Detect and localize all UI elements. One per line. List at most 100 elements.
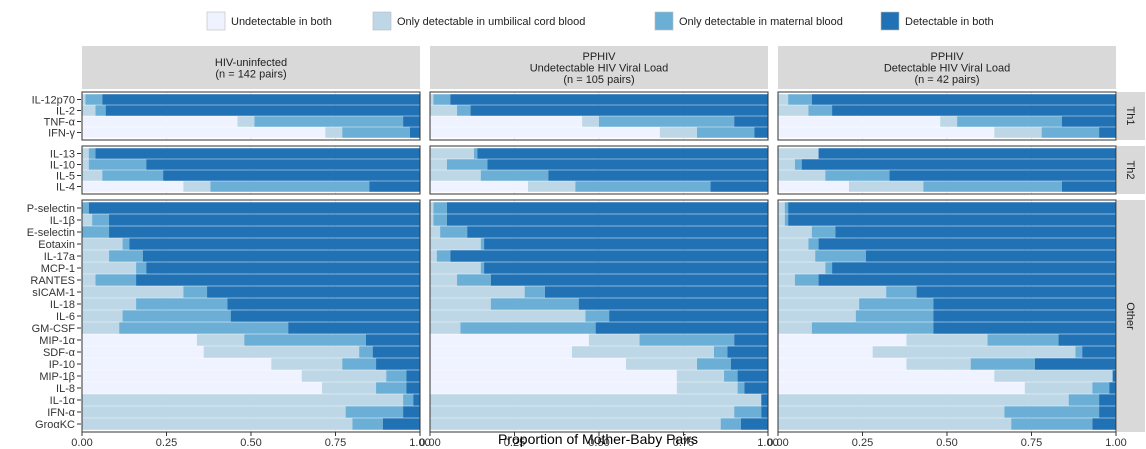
bar-segment-only-detectable-in-umbilical-cord-blood xyxy=(321,382,377,394)
row-label: RANTES xyxy=(30,275,75,287)
bar-segment-only-detectable-in-maternal-blood xyxy=(1068,394,1100,406)
panel-strip xyxy=(778,46,1116,89)
bar-segment-detectable-in-both xyxy=(1099,406,1116,418)
bar-segment-only-detectable-in-umbilical-cord-blood xyxy=(906,334,988,346)
bar-segment-detectable-in-both xyxy=(889,170,1116,181)
bar-segment-only-detectable-in-maternal-blood xyxy=(109,250,143,262)
bar-segment-only-detectable-in-umbilical-cord-blood xyxy=(676,370,725,382)
bar-segment-only-detectable-in-umbilical-cord-blood xyxy=(778,406,1005,418)
bar-segment-detectable-in-both xyxy=(1034,358,1116,370)
bar-segment-detectable-in-both xyxy=(230,310,420,322)
x-tick-label: 0.00 xyxy=(767,437,788,449)
row-label: IL-6 xyxy=(56,311,75,323)
legend: Undetectable in both Only detectable in u… xyxy=(206,11,994,31)
row-label: GM-CSF xyxy=(32,323,76,335)
bar-segment-only-detectable-in-maternal-blood xyxy=(970,358,1035,370)
panel-title-line: (n = 105 pairs) xyxy=(563,74,634,86)
bar-segment-only-detectable-in-maternal-blood xyxy=(957,116,1062,127)
bar-segment-only-detectable-in-maternal-blood xyxy=(92,214,110,226)
x-tick-label: 0.50 xyxy=(240,437,261,449)
panel-title-line: (n = 42 pairs) xyxy=(914,74,979,86)
bar-segment-only-detectable-in-umbilical-cord-blood xyxy=(82,286,184,298)
panel-title-line: (n = 142 pairs) xyxy=(215,68,286,80)
bar-segment-only-detectable-in-umbilical-cord-blood xyxy=(778,310,856,322)
bar-segment-only-detectable-in-umbilical-cord-blood xyxy=(430,310,586,322)
bar-segment-only-detectable-in-maternal-blood xyxy=(923,181,1062,192)
row-label: IL-17a xyxy=(44,251,76,263)
panel-title-line: Detectable HIV Viral Load xyxy=(884,63,1010,75)
bar-segment-only-detectable-in-umbilical-cord-blood xyxy=(82,250,110,262)
bar-segment-only-detectable-in-maternal-blood xyxy=(480,262,485,274)
bar-segment-only-detectable-in-umbilical-cord-blood xyxy=(872,346,1076,358)
bar-segment-undetectable-in-both xyxy=(430,382,677,394)
bar-segment-detectable-in-both xyxy=(484,262,768,274)
x-axes: 0.00 0.25 0.50 0.75 1.000.00 0.25 0.50 0.75 1.00… xyxy=(71,432,1127,449)
bar-segment-detectable-in-both xyxy=(740,418,768,430)
row-label: IL-2 xyxy=(56,106,75,118)
panel-strip xyxy=(82,46,420,89)
bar-segment-only-detectable-in-umbilical-cord-blood xyxy=(430,214,434,226)
bar-segment-undetectable-in-both xyxy=(778,346,873,358)
bar-segment-detectable-in-both xyxy=(227,298,420,310)
bar-segment-only-detectable-in-maternal-blood xyxy=(460,322,596,334)
x-tick-label: 0.25 xyxy=(156,437,177,449)
legend-label: Only detectable in umbilical cord blood xyxy=(397,16,585,28)
bar-segment-only-detectable-in-umbilical-cord-blood xyxy=(778,159,795,170)
bar-segment-detectable-in-both xyxy=(109,214,420,226)
bar-segment-only-detectable-in-umbilical-cord-blood xyxy=(82,322,120,334)
group-label: Th1 xyxy=(1124,107,1136,126)
bar-segment-only-detectable-in-umbilical-cord-blood xyxy=(301,370,387,382)
bar-segment-detectable-in-both xyxy=(102,94,420,105)
bar-segment-detectable-in-both xyxy=(818,238,1116,250)
bar-segment-detectable-in-both xyxy=(1099,394,1116,406)
x-tick-label: 0.50 xyxy=(588,437,609,449)
bar-segment-only-detectable-in-maternal-blood xyxy=(82,202,89,214)
bar-segment-undetectable-in-both xyxy=(430,181,529,192)
row-label: IL-18 xyxy=(50,299,75,311)
bar-segment-only-detectable-in-umbilical-cord-blood xyxy=(203,346,360,358)
row-label: E-selectin xyxy=(27,227,75,239)
row-label: IP-10 xyxy=(49,359,75,371)
bar-segment-detectable-in-both xyxy=(487,159,768,170)
bar-segment-only-detectable-in-maternal-blood xyxy=(737,382,745,394)
bar-segment-detectable-in-both xyxy=(832,262,1116,274)
bar-segment-only-detectable-in-maternal-blood xyxy=(359,346,373,358)
bar-segment-only-detectable-in-umbilical-cord-blood xyxy=(271,358,343,370)
legend-swatch-detectable-in-both xyxy=(880,11,900,31)
bar-segment-detectable-in-both xyxy=(730,358,768,370)
group-strips: Th1 Th2 Other xyxy=(1117,92,1145,432)
bar-segment-only-detectable-in-umbilical-cord-blood xyxy=(82,94,86,105)
legend-swatch-only-detectable-in-umbilical-cord-blood xyxy=(372,11,392,31)
bar-segment-only-detectable-in-maternal-blood xyxy=(713,346,728,358)
bar-segment-only-detectable-in-maternal-blood xyxy=(88,159,147,170)
bar-segment-detectable-in-both xyxy=(578,298,768,310)
group-strip xyxy=(1117,92,1145,140)
bar-segment-only-detectable-in-maternal-blood xyxy=(886,286,917,298)
bar-segment-only-detectable-in-umbilical-cord-blood xyxy=(848,181,924,192)
bar-segment-detectable-in-both xyxy=(1061,116,1116,127)
row-label: SDF-α xyxy=(43,347,76,359)
row-label: Eotaxin xyxy=(38,239,75,251)
bar-segment-only-detectable-in-umbilical-cord-blood xyxy=(183,181,211,192)
row-label: P-selectin xyxy=(27,203,75,215)
bar-segment-detectable-in-both xyxy=(403,406,420,418)
row-label: TNF-α xyxy=(44,117,76,129)
bar-segment-detectable-in-both xyxy=(788,202,1116,214)
bar-segment-detectable-in-both xyxy=(450,250,768,262)
bar-segment-detectable-in-both xyxy=(490,274,768,286)
bar-segment-detectable-in-both xyxy=(811,94,1116,105)
bar-segment-only-detectable-in-umbilical-cord-blood xyxy=(994,370,1113,382)
bar-segment-detectable-in-both xyxy=(1112,370,1116,382)
row-label: IFN-γ xyxy=(48,128,75,140)
bar-segment-detectable-in-both xyxy=(88,202,420,214)
bar-segment-only-detectable-in-maternal-blood xyxy=(855,310,934,322)
bar-segment-only-detectable-in-maternal-blood xyxy=(720,418,741,430)
group-strip xyxy=(1117,200,1145,432)
bar-segment-undetectable-in-both xyxy=(82,181,184,192)
panel-title-line: HIV-uninfected xyxy=(215,57,287,69)
bar-segment-only-detectable-in-umbilical-cord-blood xyxy=(430,94,434,105)
bar-segment-undetectable-in-both xyxy=(778,382,1025,394)
bar-segment-only-detectable-in-umbilical-cord-blood xyxy=(582,116,599,127)
bar-segment-only-detectable-in-maternal-blood xyxy=(794,274,819,286)
bar-segment-detectable-in-both xyxy=(467,226,768,238)
